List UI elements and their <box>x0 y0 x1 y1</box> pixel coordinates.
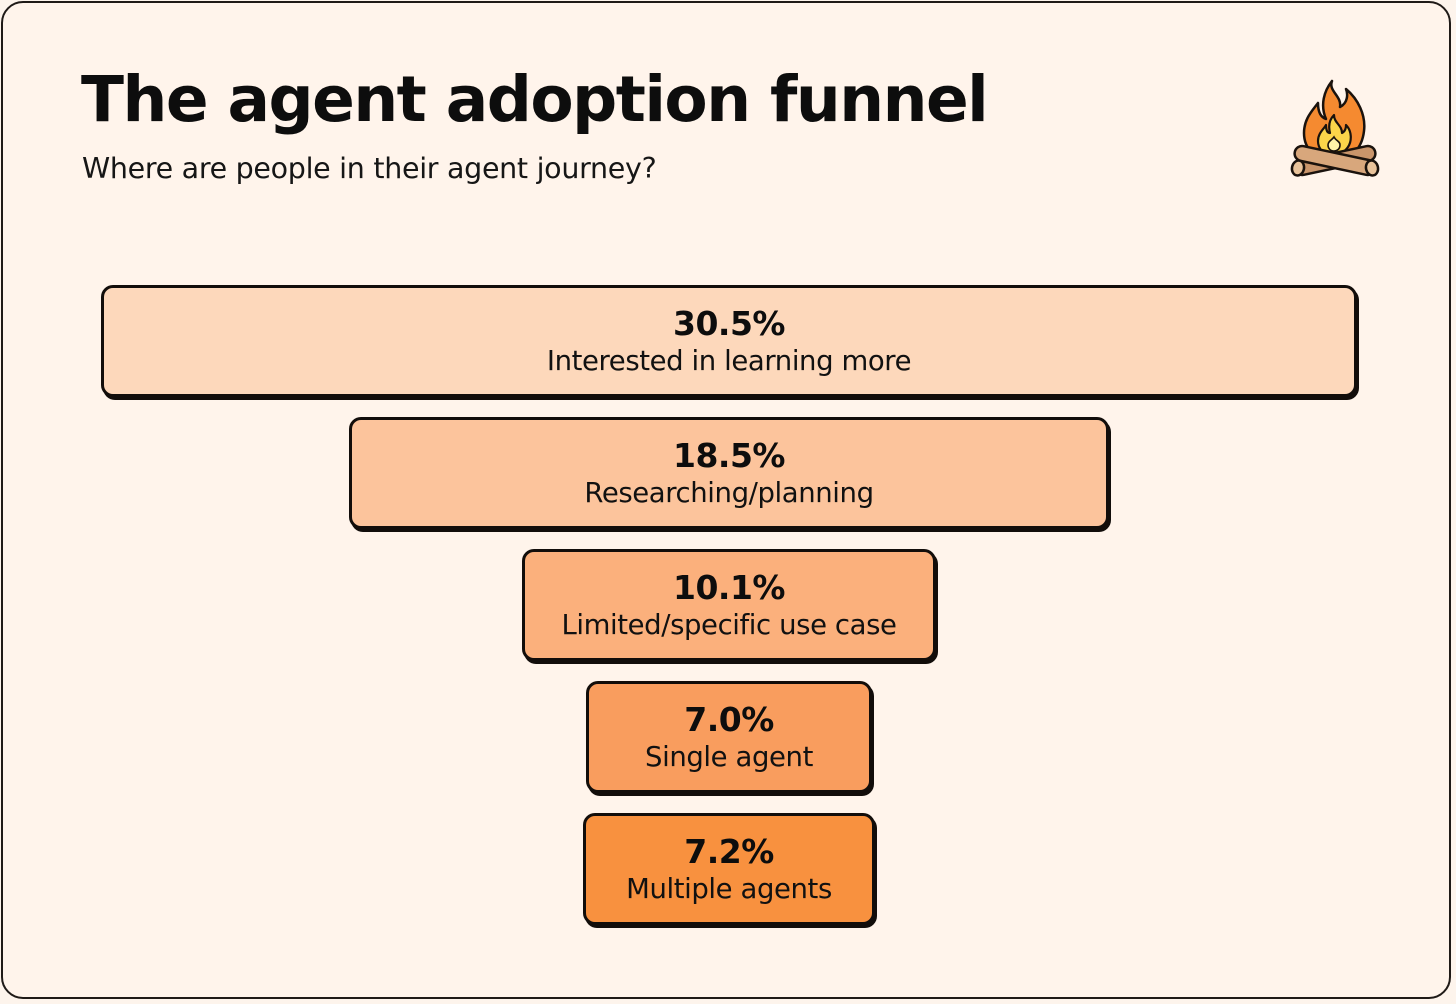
funnel-bar: 7.0% Single agent <box>586 681 872 793</box>
funnel-chart: 30.5% Interested in learning more 18.5% Res… <box>3 3 1449 997</box>
campfire-icon <box>1290 79 1380 177</box>
bar-stage-label: Researching/planning <box>584 476 874 509</box>
funnel-bar: 18.5% Researching/planning <box>349 417 1109 529</box>
bar-stage-label: Single agent <box>645 740 813 773</box>
funnel-bar: 7.2% Multiple agents <box>583 813 875 925</box>
bar-stage-label: Multiple agents <box>626 872 832 905</box>
chart-subtitle: Where are people in their agent journey? <box>82 152 657 185</box>
bar-value-label: 18.5% <box>673 436 786 476</box>
chart-title: The agent adoption funnel <box>81 63 989 136</box>
bar-value-label: 7.2% <box>684 832 774 872</box>
bar-value-label: 10.1% <box>673 568 786 608</box>
funnel-bar: 30.5% Interested in learning more <box>101 285 1357 397</box>
bar-stage-label: Limited/specific use case <box>561 608 897 641</box>
funnel-bar: 10.1% Limited/specific use case <box>522 549 936 661</box>
bar-value-label: 7.0% <box>684 700 774 740</box>
bar-value-label: 30.5% <box>673 304 786 344</box>
bar-stage-label: Interested in learning more <box>546 344 912 377</box>
